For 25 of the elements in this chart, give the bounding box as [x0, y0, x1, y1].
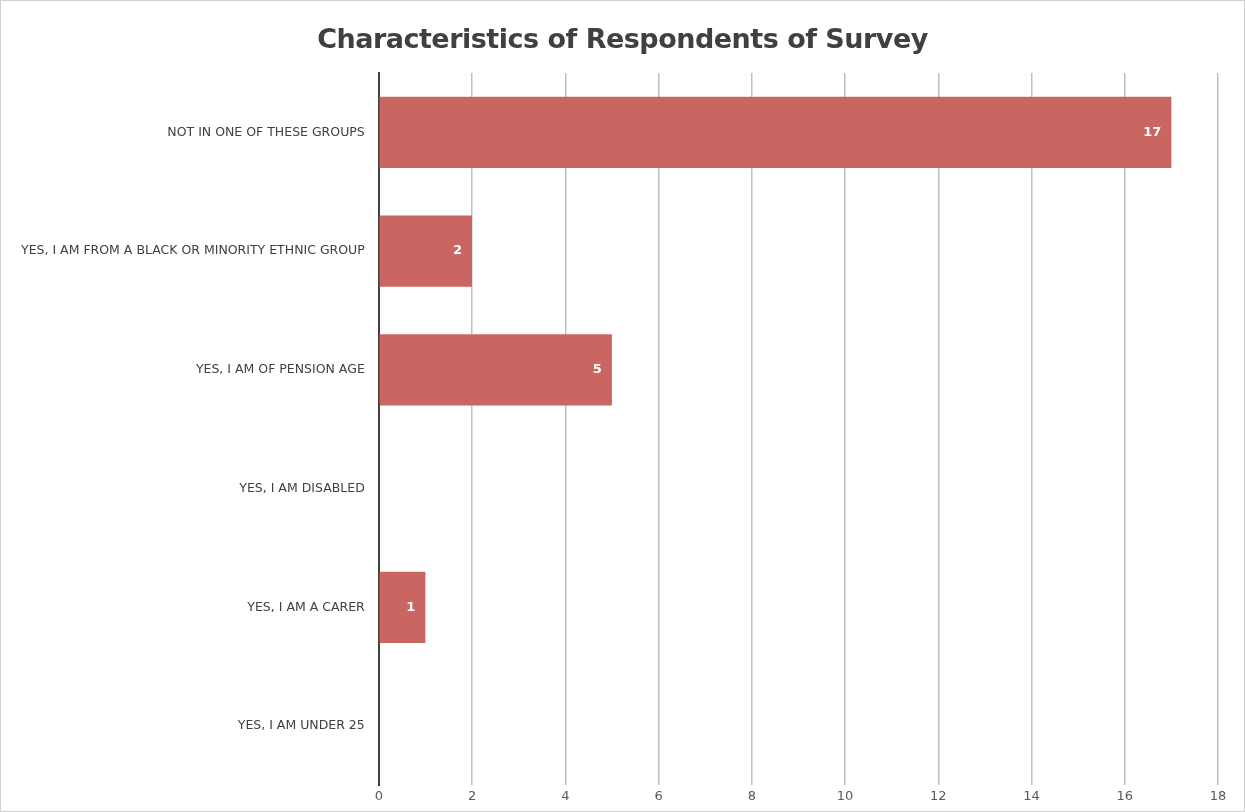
y-tick-label: NOT IN ONE OF THESE GROUPS — [167, 123, 365, 139]
bar — [379, 571, 426, 643]
x-tick-label: 4 — [561, 787, 570, 803]
data-label: 1 — [406, 598, 416, 614]
x-tick-label: 16 — [1116, 787, 1134, 803]
data-label: 5 — [592, 361, 602, 377]
x-tick-label: 6 — [654, 787, 663, 803]
x-tick-label: 8 — [747, 787, 756, 803]
chart-title: Characteristics of Respondents of Survey — [316, 23, 929, 54]
x-tick-label: 2 — [467, 787, 477, 803]
y-tick-label: YES, I AM A CARER — [246, 598, 366, 614]
y-tick-label: YES, I AM OF PENSION AGE — [194, 361, 365, 377]
x-tick-label: 18 — [1209, 787, 1227, 803]
data-label: 2 — [452, 242, 463, 258]
bar — [379, 334, 612, 406]
bar — [379, 96, 1172, 168]
y-tick-label: YES, I AM DISABLED — [238, 479, 365, 495]
x-tick-label: 0 — [374, 787, 383, 803]
y-tick-label: YES, I AM UNDER 25 — [236, 717, 365, 733]
y-tick-label: YES, I AM FROM A BLACK OR MINORITY ETHNIC GROUP — [20, 242, 366, 258]
x-tick-label: 14 — [1023, 787, 1040, 803]
bar — [379, 215, 473, 287]
x-tick-label: 12 — [929, 787, 947, 803]
x-tick-label: 10 — [836, 787, 854, 803]
data-label: 17 — [1143, 123, 1162, 139]
